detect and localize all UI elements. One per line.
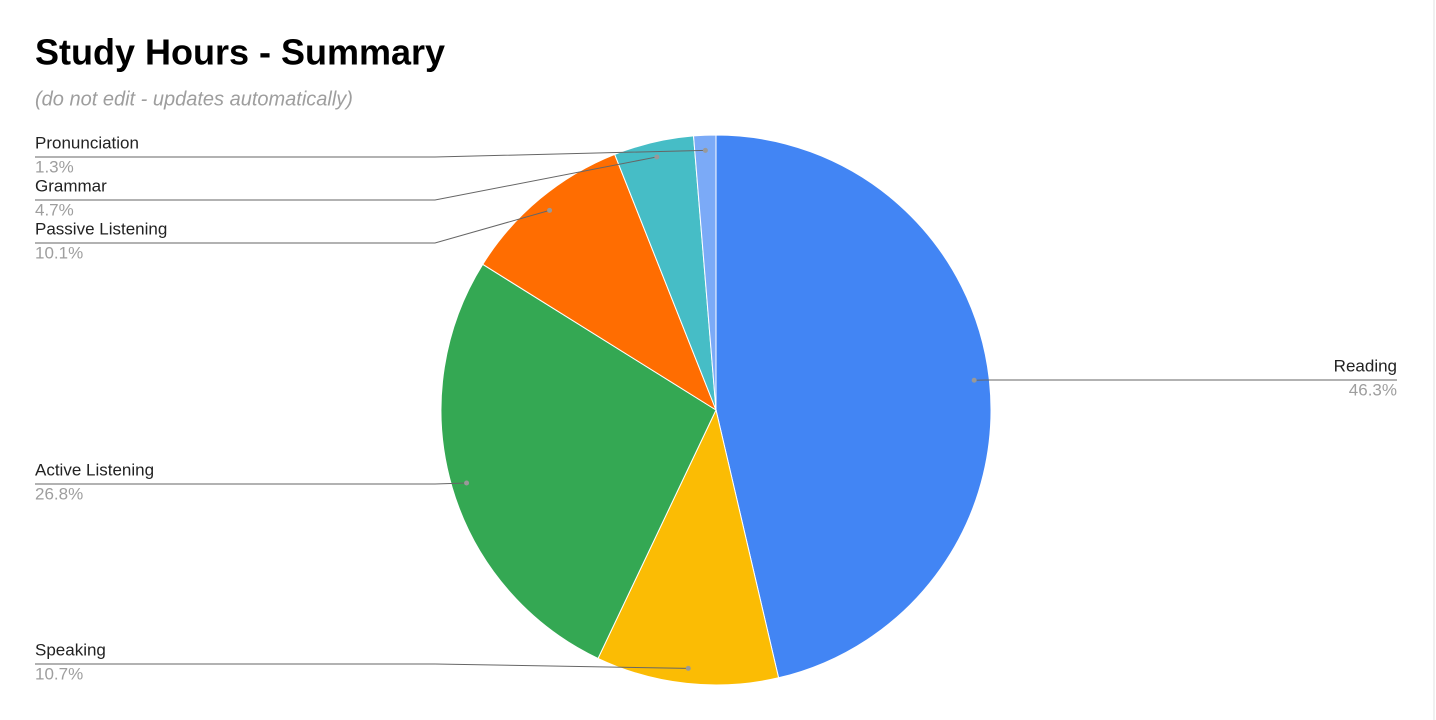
leader-dot <box>971 377 977 383</box>
chart-subtitle: (do not edit - updates automatically) <box>35 88 353 110</box>
leader-line <box>35 663 689 669</box>
slice-label: Pronunciation <box>35 133 139 152</box>
leader-line <box>35 209 550 244</box>
chart-title: Study Hours - Summary <box>35 32 445 73</box>
leader-dot <box>547 207 553 213</box>
slice-label: Active Listening <box>35 460 154 479</box>
leader-dot <box>702 147 708 153</box>
slice-value-label: 10.7% <box>35 664 83 683</box>
leader-dot <box>685 665 691 671</box>
leader-line <box>35 482 467 485</box>
slice-value-label: 4.7% <box>35 200 74 219</box>
leader-line <box>35 156 657 201</box>
slice-label: Grammar <box>35 176 107 195</box>
leader-dot <box>464 480 470 486</box>
pie-slice <box>597 408 780 686</box>
slice-label: Passive Listening <box>35 219 167 238</box>
slice-value-label: 46.3% <box>1349 380 1397 399</box>
slice-value-label: 26.8% <box>35 484 83 503</box>
pie-slice <box>715 134 992 679</box>
slice-value-label: 10.1% <box>35 243 83 262</box>
leader-dot <box>654 154 660 160</box>
leader-line <box>35 149 706 158</box>
slice-label: Reading <box>1334 356 1397 375</box>
slice-value-label: 1.3% <box>35 157 74 176</box>
pie-slice <box>693 134 717 411</box>
slice-label: Speaking <box>35 640 106 659</box>
pie-slice <box>440 263 717 660</box>
pie-slice <box>482 153 718 412</box>
